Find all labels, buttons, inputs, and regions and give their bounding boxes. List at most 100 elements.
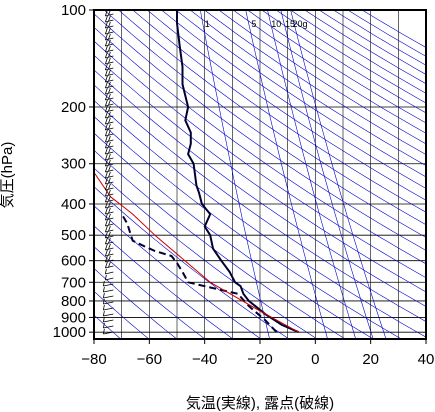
wind-barb-flag (107, 27, 111, 34)
y-tick-label: 100 (61, 2, 86, 19)
dry-adiabat-line (218, 10, 426, 145)
x-tick-label: −80 (81, 351, 106, 368)
wind-barb-flag (104, 15, 108, 23)
wind-barb-staff (103, 331, 114, 335)
wind-barb-flag (107, 249, 111, 256)
wind-barb-flag (107, 141, 111, 148)
wind-barb-staff (105, 25, 114, 29)
wind-barb-flag (104, 111, 108, 119)
wind-barb-flag (104, 171, 108, 179)
mixing-ratio-line (245, 10, 328, 339)
wind-barb-flag (104, 123, 108, 131)
dry-adiabat-line (94, 268, 177, 339)
y-axis-title: 気圧(hPa) (0, 142, 16, 209)
wind-barb-flag (107, 81, 111, 88)
wind-barb-flag (104, 249, 108, 257)
wind-barb-staff (105, 67, 114, 71)
wind-barb-flag (107, 183, 111, 190)
mixing-ratio-label: 15 (285, 19, 295, 29)
y-tick-label: 600 (61, 253, 86, 270)
wind-barb-staff (103, 313, 114, 317)
wind-barb-flag (104, 51, 108, 59)
dry-adiabat-line (94, 84, 426, 322)
dry-adiabat-line (132, 10, 426, 213)
wind-barb-flag (104, 165, 108, 173)
wind-barb-flag (107, 201, 111, 208)
wind-barb-flag (104, 153, 108, 161)
wind-barb-staff (103, 301, 114, 305)
wind-barb-flag (107, 117, 111, 124)
wind-barb-flag (107, 63, 111, 70)
wind-barb-flag (102, 286, 105, 293)
wind-barb-staff (105, 91, 114, 95)
dry-adiabat-line (190, 10, 426, 166)
wind-barb-staff (105, 19, 114, 23)
wind-barb-staff (105, 49, 114, 53)
wind-barb-staff (105, 109, 114, 113)
wind-barb-staff (105, 235, 114, 239)
mixing-ratio-line (290, 10, 387, 339)
dry-adiabat-line (261, 10, 426, 114)
wind-barb-staff (105, 223, 114, 227)
dry-adiabat-line (94, 186, 290, 339)
wind-barbs (102, 10, 114, 335)
wind-barb-flag (104, 69, 108, 77)
dry-adiabat-line (94, 40, 426, 279)
wind-barb-staff (103, 325, 114, 329)
wind-barb-flag (102, 280, 105, 287)
wind-barb-flag (107, 177, 111, 184)
dry-adiabat-line (232, 10, 426, 134)
wind-barb-staff (105, 61, 114, 65)
wind-barb-flag (107, 147, 111, 154)
x-axis-title: 気温(実線), 露点(破線) (186, 395, 334, 412)
wind-barb-flag (104, 87, 108, 95)
wind-barb-flag (107, 51, 111, 58)
mixing-ratio-label: 1 (205, 19, 210, 29)
wind-barb-flag (107, 87, 111, 94)
mixing-ratio-label: 5 (251, 19, 256, 29)
dry-adiabat-line (275, 10, 426, 104)
wind-barb-flag (107, 255, 111, 262)
wind-barb-flag (107, 225, 111, 232)
y-tick-label: 900 (61, 309, 86, 326)
y-tick-label: 400 (61, 196, 86, 213)
wind-barb-flag (102, 310, 105, 317)
x-tick-label: 20 (362, 351, 379, 368)
wind-barb-flag (104, 21, 108, 29)
wind-barb-flag (104, 274, 107, 281)
y-tick-label: 700 (61, 274, 86, 291)
wind-barb-flag (107, 15, 111, 22)
wind-barb-staff (105, 31, 114, 35)
wind-barb-flag (104, 63, 108, 71)
wind-barb-staff (105, 121, 114, 125)
wind-barb-flag (104, 45, 108, 53)
thermo-isolines (94, 10, 426, 339)
wind-barb-flag (107, 171, 111, 178)
x-axis-ticks: −80 −60 −40 −20 0 20 40 (81, 339, 434, 368)
x-tick-label: 40 (418, 351, 435, 368)
dry-adiabat-line (94, 54, 426, 293)
dry-adiabat-line (175, 10, 426, 178)
wind-barb-flag (107, 69, 111, 76)
wind-barb-flag (102, 292, 105, 299)
wind-barb-flag (104, 231, 108, 239)
wind-barb-flag (104, 159, 108, 167)
dry-adiabat-line (161, 10, 426, 189)
dry-adiabat-line (204, 10, 426, 155)
wind-barb-staff (105, 253, 114, 257)
dry-adiabat-line (94, 149, 346, 339)
wind-barb-flag (104, 27, 108, 35)
dry-adiabat-line (94, 205, 262, 339)
y-tick-label: 200 (61, 99, 86, 116)
wind-barb-flag (104, 33, 108, 41)
wind-barb-staff (103, 307, 114, 311)
wind-barb-staff (103, 319, 114, 323)
wind-barb-flag (104, 183, 108, 191)
wind-barb-flag (102, 322, 105, 329)
wind-barb-flag (107, 99, 111, 106)
wind-barb-staff (105, 145, 114, 149)
wind-barb-staff (105, 241, 114, 245)
wind-barb-staff (105, 139, 114, 143)
